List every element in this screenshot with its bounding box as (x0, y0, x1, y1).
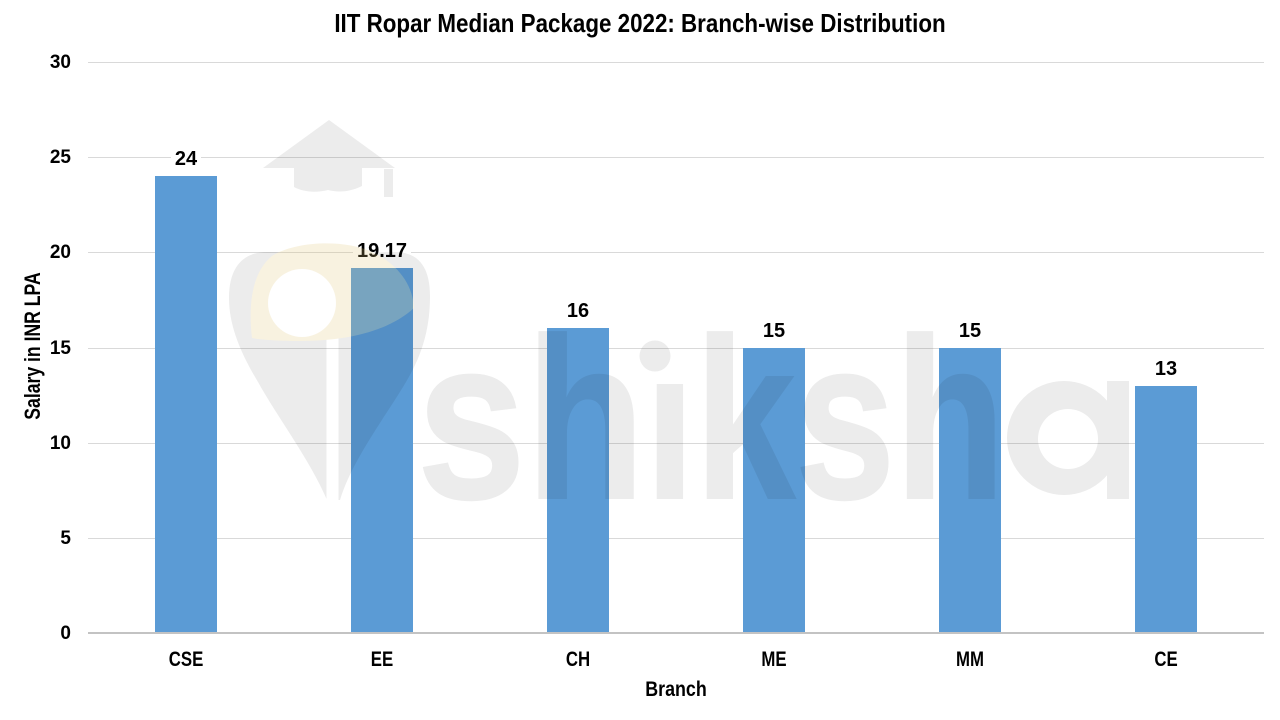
svg-text:sh: sh (417, 291, 645, 547)
svg-text:iksh: iksh (645, 291, 1005, 547)
